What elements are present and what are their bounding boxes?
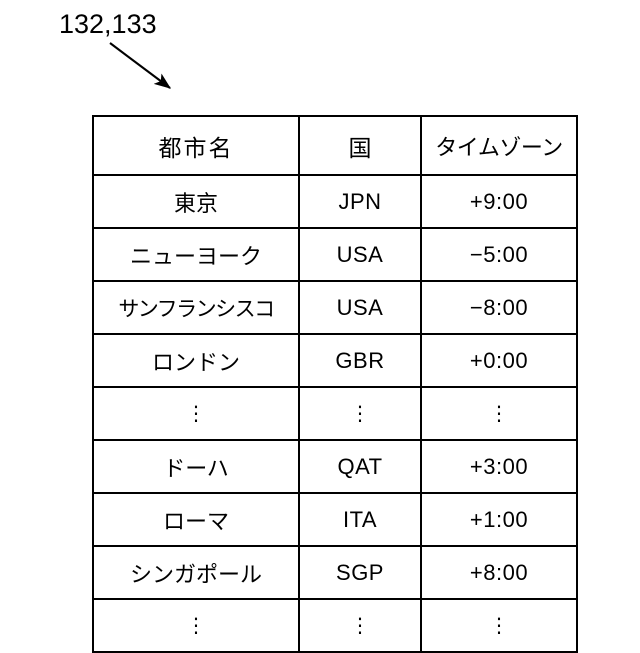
table-row: 東京 JPN +9:00	[92, 174, 578, 229]
vertical-ellipsis-icon: ⋮	[350, 402, 370, 425]
cell-city: ドーハ	[92, 439, 300, 494]
column-header-city-label: 都市名	[158, 134, 234, 161]
cell-timezone: −8:00	[420, 280, 578, 335]
table-row: ロンドン GBR +0:00	[92, 333, 578, 388]
cell-country-ellipsis: ⋮	[298, 386, 422, 441]
cell-city: ロンドン	[92, 333, 300, 388]
vertical-ellipsis-icon: ⋮	[186, 614, 206, 637]
cell-timezone: +8:00	[420, 545, 578, 600]
cell-timezone-ellipsis: ⋮	[420, 598, 578, 653]
column-header-country: 国	[298, 115, 422, 176]
cell-timezone: −5:00	[420, 227, 578, 282]
cell-country: USA	[298, 280, 422, 335]
table-row: ニューヨーク USA −5:00	[92, 227, 578, 282]
column-header-timezone: タイムゾーン	[420, 115, 578, 176]
cell-timezone-ellipsis: ⋮	[420, 386, 578, 441]
table-header: 都市名 国 タイムゾーン	[92, 115, 578, 176]
cell-city: ニューヨーク	[92, 227, 300, 282]
cell-country: QAT	[298, 439, 422, 494]
cell-country: ITA	[298, 492, 422, 547]
table-row-ellipsis: ⋮ ⋮ ⋮	[92, 598, 578, 653]
table-row: ドーハ QAT +3:00	[92, 439, 578, 494]
city-timezone-table: 都市名 国 タイムゾーン 東京 JPN +9:00 ニューヨーク USA −5:…	[92, 115, 578, 653]
cell-country: JPN	[298, 174, 422, 229]
table-row: サンフランシスコ USA −8:00	[92, 280, 578, 335]
cell-country: USA	[298, 227, 422, 282]
cell-country: SGP	[298, 545, 422, 600]
cell-city-ellipsis: ⋮	[92, 386, 300, 441]
vertical-ellipsis-icon: ⋮	[186, 402, 206, 425]
cell-timezone: +9:00	[420, 174, 578, 229]
cell-timezone: +3:00	[420, 439, 578, 494]
cell-city: ローマ	[92, 492, 300, 547]
vertical-ellipsis-icon: ⋮	[489, 614, 509, 637]
vertical-ellipsis-icon: ⋮	[350, 614, 370, 637]
table-row: ローマ ITA +1:00	[92, 492, 578, 547]
column-header-city: 都市名	[92, 115, 300, 176]
table-row: シンガポール SGP +8:00	[92, 545, 578, 600]
table-header-row: 都市名 国 タイムゾーン	[92, 115, 578, 176]
column-header-country-label: 国	[348, 134, 372, 161]
cell-timezone: +0:00	[420, 333, 578, 388]
city-timezone-table-container: 都市名 国 タイムゾーン 東京 JPN +9:00 ニューヨーク USA −5:…	[92, 115, 578, 653]
cell-country-ellipsis: ⋮	[298, 598, 422, 653]
column-header-timezone-label: タイムゾーン	[435, 134, 563, 160]
table-body: 東京 JPN +9:00 ニューヨーク USA −5:00 サンフランシスコ U…	[92, 174, 578, 653]
reference-numeral-label: 132,133	[59, 9, 157, 39]
cell-country: GBR	[298, 333, 422, 388]
cell-timezone: +1:00	[420, 492, 578, 547]
table-row-ellipsis: ⋮ ⋮ ⋮	[92, 386, 578, 441]
vertical-ellipsis-icon: ⋮	[489, 402, 509, 425]
cell-city-ellipsis: ⋮	[92, 598, 300, 653]
cell-city: サンフランシスコ	[92, 280, 300, 335]
cell-city: シンガポール	[92, 545, 300, 600]
cell-city: 東京	[92, 174, 300, 229]
